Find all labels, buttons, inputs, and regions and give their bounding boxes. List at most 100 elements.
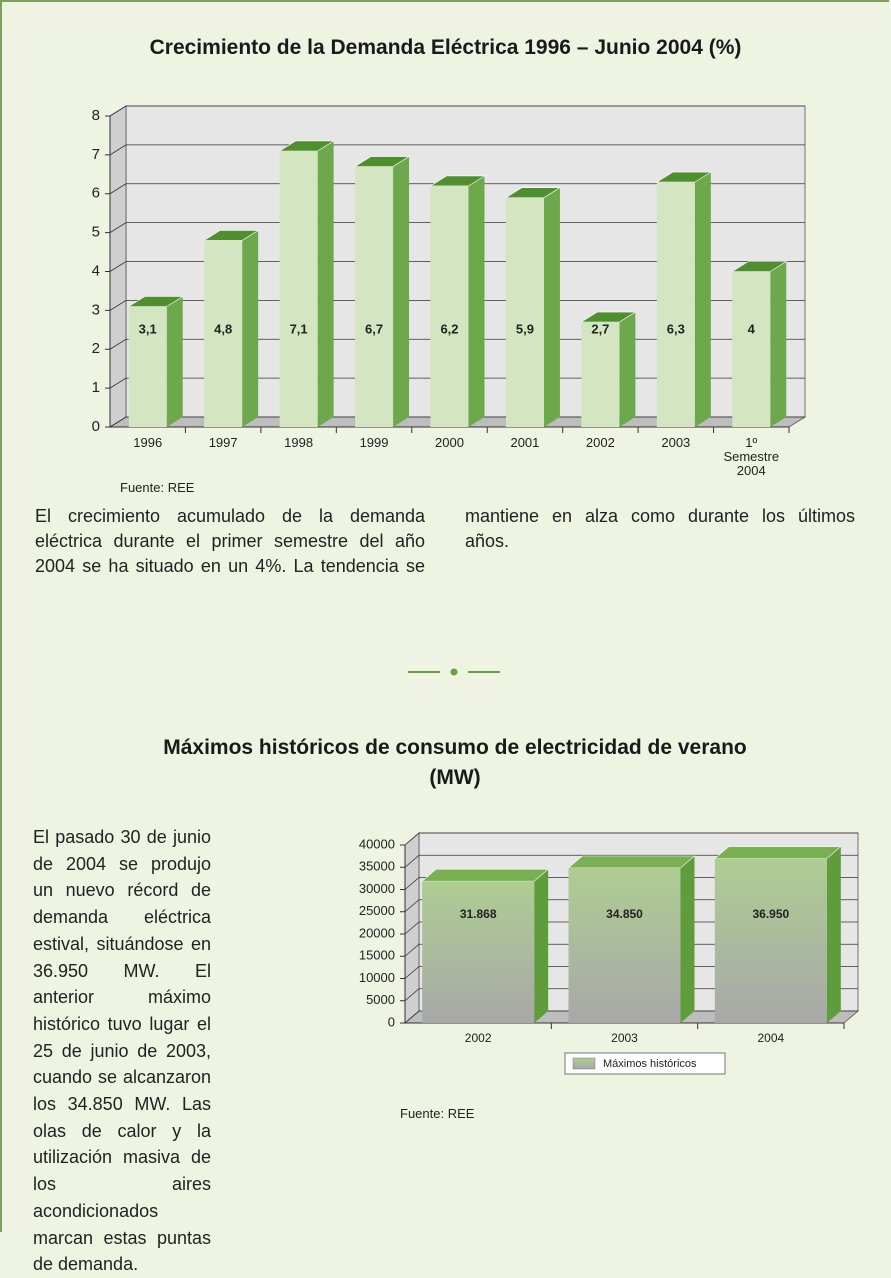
x-tick-label-box: 1996 (133, 436, 163, 450)
grid-line (404, 854, 858, 868)
x-tick-label-box: 2004 (757, 1031, 785, 1045)
grid-line (404, 988, 858, 1002)
x-tick-label: 2002 (585, 436, 615, 450)
bar (568, 867, 681, 1023)
data-label: 5,9 (516, 321, 534, 336)
x-tick-label: 2000 (435, 436, 464, 450)
data-label: 6,2 (440, 321, 458, 336)
bar (355, 166, 394, 427)
grid-line (109, 261, 805, 272)
data-label: 4,8 (214, 321, 232, 336)
x-tick-label: 2004 (757, 1031, 785, 1045)
chart-title: Crecimiento de la Demanda Eléctrica 1996… (149, 36, 742, 59)
x-tick-label-box: 1º Semestre 2004 (723, 436, 779, 476)
bar (505, 197, 544, 427)
grid-line (404, 877, 858, 890)
grid-line (109, 338, 805, 350)
y-tick-label: 25000 (359, 903, 395, 918)
data-label: 4 (748, 321, 756, 336)
chart-title: Máximos históricos de consumo de electri… (163, 736, 747, 789)
bar (279, 150, 318, 428)
bar (204, 240, 243, 427)
y-tick-label: 1 (92, 379, 100, 396)
bar-side (543, 187, 560, 427)
x-tick-label-box: 2003 (611, 1031, 638, 1045)
y-tick-label: 0 (388, 1014, 395, 1029)
x-tick-label-box: 2003 (661, 436, 691, 450)
y-tick-label: 4 (92, 262, 100, 279)
grid-line (109, 299, 805, 311)
x-tick-label: 1996 (133, 436, 163, 450)
bar-side (680, 855, 695, 1023)
y-tick-label: 35000 (359, 859, 395, 874)
x-tick-label-box: 2000 (435, 436, 464, 450)
bar (714, 858, 827, 1023)
bar-side (468, 175, 485, 427)
divider (408, 668, 500, 676)
x-tick-label-box: 1999 (359, 436, 389, 450)
data-label: 34.850 (606, 907, 643, 921)
y-tick-label: 20000 (359, 925, 395, 940)
x-tick-label: 2001 (510, 436, 540, 450)
grid-line (404, 899, 858, 913)
bar (128, 306, 167, 427)
bar (732, 271, 771, 427)
bar (422, 881, 535, 1023)
legend-label: Máximos históricos (603, 1058, 697, 1070)
data-label: 2,7 (591, 321, 609, 336)
y-tick-label: 40000 (359, 836, 395, 851)
bar-side (534, 869, 549, 1023)
bar-side (317, 140, 334, 428)
bar-top (421, 868, 549, 882)
grid-line (404, 943, 858, 957)
grid-line (404, 921, 858, 935)
y-tick-label: 5 (92, 224, 100, 241)
y-tick-label: 0 (92, 418, 100, 435)
charts: 0 1 2 3 4 5 6 7 8 1996 3,1 1997 4,8 1998 7,1 1999 6,7 200… (92, 105, 860, 1075)
source: Fuente: REE (400, 1106, 475, 1121)
bar-side (393, 156, 410, 427)
paragraph: El pasado 30 de junio de 2004 se produjo… (33, 827, 211, 1275)
bar (581, 322, 620, 427)
y-tick-label: 2 (92, 340, 100, 357)
data-label: 6,7 (365, 321, 383, 336)
x-tick-label-box: 2002 (464, 1031, 492, 1045)
grid-line (109, 222, 805, 233)
y-tick-label: 15000 (359, 948, 395, 963)
x-tick-label-box: 1998 (284, 436, 314, 450)
grid-line (109, 105, 805, 117)
page-frame (0, 0, 889, 1232)
grid-line (109, 144, 805, 156)
x-tick-label: 1999 (359, 436, 389, 450)
source: Fuente: REE (120, 480, 195, 495)
data-label: 31.868 (460, 907, 497, 921)
bar-side (242, 230, 259, 427)
x-tick-label: 2002 (464, 1031, 492, 1045)
bar-side (619, 312, 636, 427)
y-tick-label: 7 (92, 146, 100, 163)
y-tick-label: 8 (92, 107, 100, 124)
y-tick-label: 30000 (359, 881, 395, 896)
bar-side (826, 846, 841, 1023)
y-tick-label: 10000 (359, 970, 395, 985)
grid-line (109, 377, 805, 389)
data-label: 7,1 (290, 321, 308, 336)
x-tick-label: 1998 (284, 436, 314, 450)
bar (656, 182, 695, 427)
x-tick-label-box: 2002 (585, 436, 615, 450)
grid-line (404, 1010, 858, 1024)
data-label: 6,3 (667, 321, 685, 336)
x-tick-label: 1997 (208, 436, 238, 450)
data-label: 3,1 (139, 321, 157, 336)
y-tick-label: 3 (92, 301, 100, 318)
x-tick-label: 2003 (661, 436, 691, 450)
x-tick-label-box: 1997 (208, 436, 238, 450)
y-tick-label: 6 (92, 185, 100, 202)
grid-line (109, 416, 805, 428)
bar-top (567, 855, 696, 869)
x-tick-label: 2003 (611, 1031, 638, 1045)
bar (430, 185, 469, 427)
x-tick-label-box: 2001 (510, 436, 540, 450)
legend-swatch (572, 1057, 596, 1070)
